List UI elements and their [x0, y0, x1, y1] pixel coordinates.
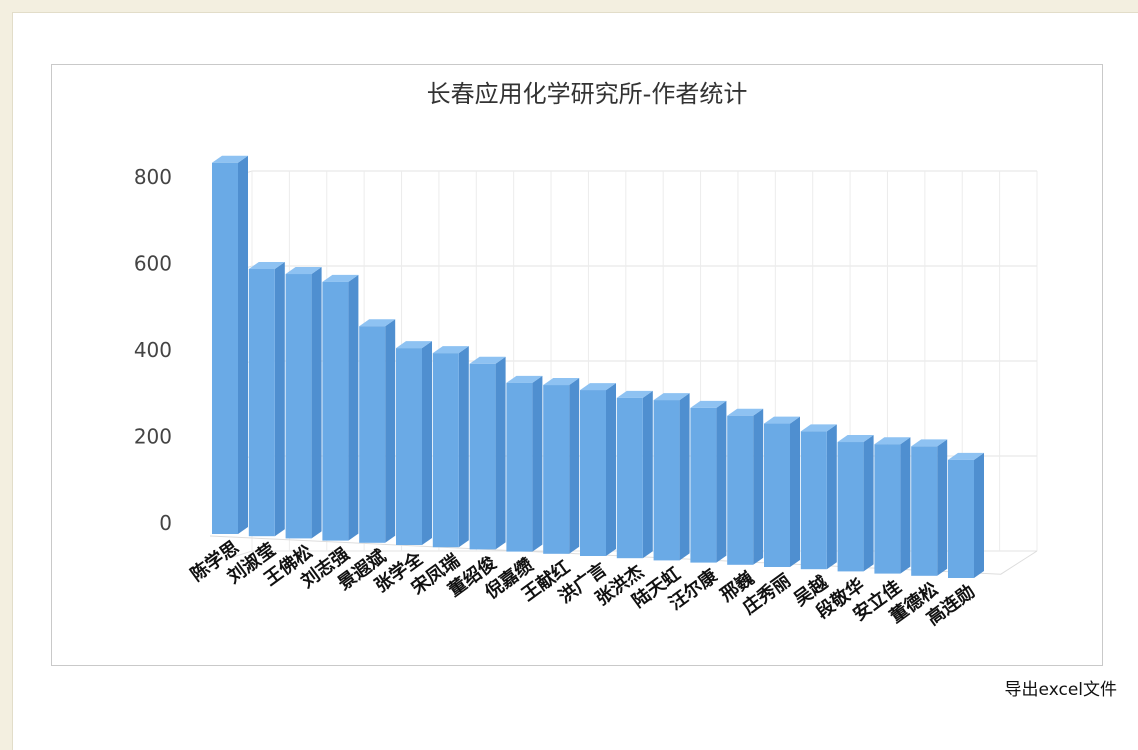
bar-front	[212, 162, 238, 534]
bar-3	[322, 274, 359, 541]
gridline-h-3	[229, 265, 1037, 274]
gridline-h-4	[229, 170, 1037, 179]
y-tick-label: 200	[134, 425, 172, 449]
bar-front	[469, 363, 496, 550]
bar-20	[948, 452, 984, 578]
bar-8	[506, 375, 543, 552]
bar-top	[874, 437, 911, 445]
export-excel-link[interactable]: 导出excel文件	[1004, 680, 1117, 700]
bar-14	[727, 408, 764, 565]
bar-10	[580, 383, 616, 556]
bar-front	[248, 269, 275, 537]
bar-1	[248, 262, 285, 537]
bar-side	[716, 400, 727, 563]
bar-top	[359, 319, 396, 327]
bar-13	[690, 400, 727, 563]
bar-18	[874, 437, 911, 574]
bar-side	[679, 393, 690, 561]
bar-front	[874, 444, 901, 574]
y-tick-label: 400	[134, 338, 172, 362]
bar-top	[432, 346, 469, 354]
bar-top	[948, 452, 984, 460]
bar-side	[348, 274, 359, 541]
bar-front	[432, 353, 459, 548]
bar-top	[248, 262, 285, 270]
bar-front	[396, 348, 422, 545]
bar-top	[322, 274, 359, 282]
bar-7	[469, 356, 506, 550]
bar-side	[274, 262, 285, 537]
chart-title: 长春应用化学研究所-作者统计	[427, 80, 748, 108]
y-tick-label: 800	[134, 165, 172, 189]
bar-top	[543, 378, 580, 386]
bar-top	[506, 375, 543, 383]
bar-side	[790, 416, 800, 567]
bar-side	[937, 439, 948, 576]
bar-front	[911, 446, 938, 576]
bar-side	[974, 452, 984, 578]
bar-top	[616, 390, 653, 398]
bar-side	[753, 408, 764, 565]
bar-top	[764, 416, 800, 424]
bar-12	[653, 393, 690, 561]
bar-front	[800, 431, 827, 570]
bar-6	[432, 346, 469, 548]
bar-front	[580, 390, 606, 556]
bar-front	[837, 442, 864, 572]
bar-top	[396, 341, 432, 349]
bar-top	[469, 356, 506, 364]
bar-front	[543, 385, 570, 554]
bar-side	[532, 375, 543, 552]
y-tick-label: 600	[134, 252, 172, 276]
bar-side	[900, 437, 911, 574]
bar-front	[690, 407, 717, 563]
bar-11	[616, 390, 653, 559]
bar-side	[458, 346, 469, 548]
bar-side	[385, 319, 396, 543]
bar-side	[606, 383, 616, 556]
bar-5	[396, 341, 432, 545]
bar-4	[359, 319, 396, 543]
bar-side	[569, 378, 580, 554]
bar-top	[800, 424, 837, 432]
bar-top	[690, 400, 727, 408]
chart-bars	[212, 155, 984, 578]
bar-side	[238, 155, 248, 534]
bar-side	[863, 435, 874, 572]
bar-front	[653, 400, 680, 561]
bar-front	[948, 459, 974, 578]
bar-top	[911, 439, 948, 447]
bar-front	[322, 281, 349, 541]
chart-panel: 长春应用化学研究所-作者统计 0 200 400 600 800 陈学思 刘淑莹 王佛松 刘志…	[51, 64, 1103, 666]
bar-front	[285, 274, 312, 539]
bar-top	[212, 155, 248, 163]
bar-side	[495, 356, 506, 550]
bar-9	[543, 378, 580, 554]
bar-top	[285, 267, 322, 275]
bar-top	[837, 435, 874, 443]
bar-top	[580, 383, 616, 391]
bar-side	[826, 424, 837, 570]
bar-16	[800, 424, 837, 570]
page-background: 长春应用化学研究所-作者统计 0 200 400 600 800 陈学思 刘淑莹 王佛松 刘志…	[12, 12, 1138, 750]
bar-front	[727, 415, 754, 565]
bar-front	[506, 382, 533, 552]
bar-19	[911, 439, 948, 576]
bar-front	[359, 326, 386, 543]
bar-side	[422, 341, 432, 545]
bar-2	[285, 267, 322, 539]
bar-front	[764, 423, 790, 567]
bar-15	[764, 416, 800, 567]
y-tick-label: 0	[159, 511, 172, 535]
bar-top	[727, 408, 764, 416]
bar-front	[616, 397, 643, 559]
bar-0	[212, 155, 248, 534]
y-axis-ticks: 0 200 400 600 800	[134, 165, 172, 535]
bar-side	[642, 390, 653, 559]
bar-side	[311, 267, 322, 539]
bar-top	[653, 393, 690, 401]
bar-17	[837, 435, 874, 572]
